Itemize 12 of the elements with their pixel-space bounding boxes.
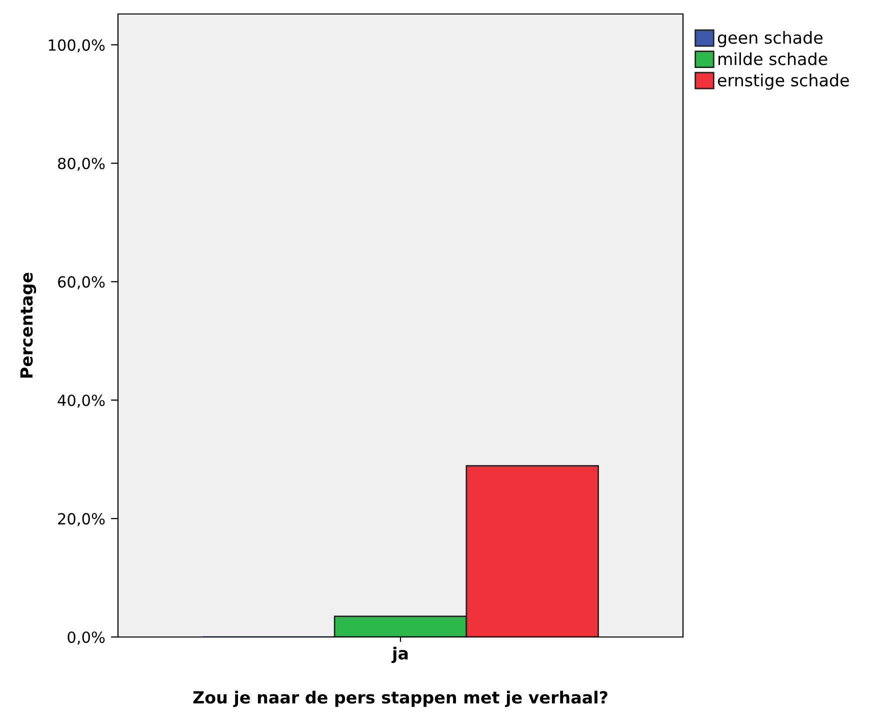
y-tick-label: 60,0% <box>58 276 105 290</box>
y-tick-label: 40,0% <box>58 394 105 408</box>
y-tick-label: 80,0% <box>58 158 105 171</box>
x-axis-title: Zou je naar de pers stappen met je verhaal? <box>193 690 608 708</box>
legend-label: geen schade <box>718 31 822 48</box>
y-tick-label: 100,0% <box>48 39 105 52</box>
y-tick-label: 0,0% <box>68 631 105 645</box>
y-tick-label: 20,0% <box>58 513 105 526</box>
legend-label: ernstige schade <box>718 74 849 90</box>
legend-label: milde schade <box>718 52 828 66</box>
y-axis-title: Percentage <box>20 272 36 378</box>
x-tick-label: ja <box>391 646 408 663</box>
